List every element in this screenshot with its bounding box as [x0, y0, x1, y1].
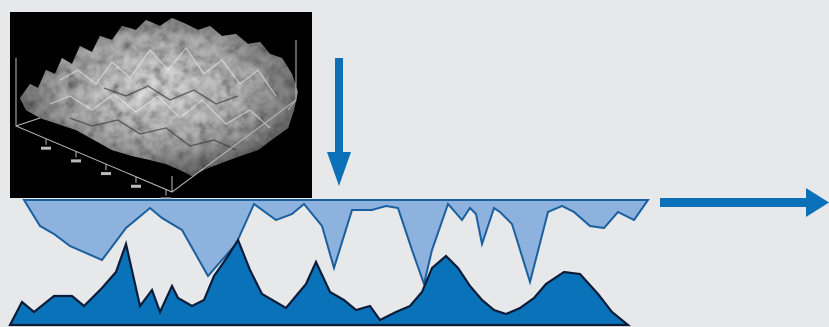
- arrow-right-icon: [660, 188, 829, 217]
- roughness-profile-icon: [8, 237, 632, 327]
- surface-scan-inset: [10, 12, 312, 201]
- inset-axis-tick-label-mark: [131, 184, 141, 188]
- inset-axis-tick-label-mark: [161, 197, 171, 201]
- inset-axis-tick-label-mark: [71, 159, 81, 163]
- inset-axis-tick-label-mark: [41, 146, 51, 150]
- arrow-down-icon: [327, 58, 351, 186]
- inverted-roughness-profile-icon: [22, 199, 650, 288]
- terrain-valleys: [69, 85, 239, 151]
- inset-axis-edges: [15, 99, 297, 192]
- inset-axis-tick-label-mark: [101, 172, 111, 176]
- terrain-ridges: [49, 47, 277, 129]
- 3d-surface-topography-scan-icon: [15, 18, 298, 201]
- inset-axis-ticks: [41, 138, 171, 201]
